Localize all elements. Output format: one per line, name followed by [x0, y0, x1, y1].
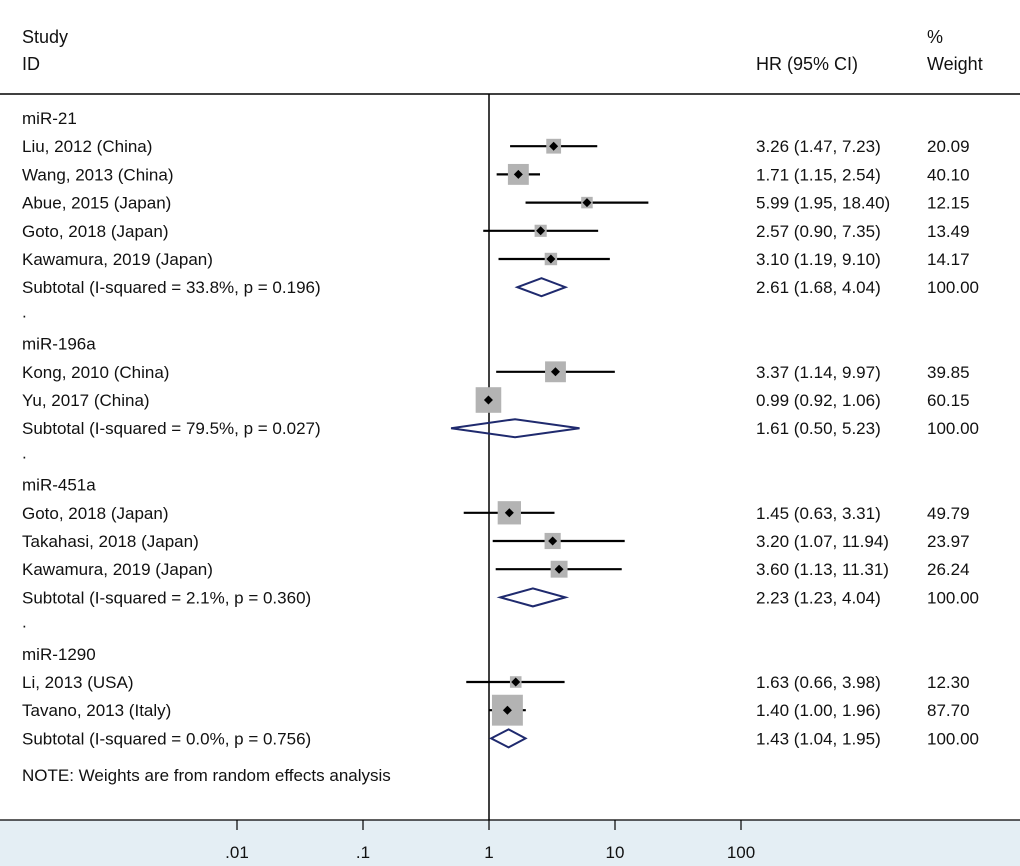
group-label: miR-1290 [22, 645, 96, 664]
study-label: Liu, 2012 (China) [22, 137, 152, 156]
study-ci-text: 3.37 (1.14, 9.97) [756, 363, 881, 382]
subtotal-ci-text: 1.61 (0.50, 5.23) [756, 419, 881, 438]
point-estimate [483, 395, 493, 405]
study-ci-text: 1.40 (1.00, 1.96) [756, 701, 881, 720]
study-weight: 12.30 [927, 673, 970, 692]
header-id-label: ID [22, 54, 40, 74]
study-weight: 40.10 [927, 165, 970, 184]
subtotal-weight: 100.00 [927, 278, 979, 297]
subtotal-weight: 100.00 [927, 588, 979, 607]
study-label: Goto, 2018 (Japan) [22, 222, 168, 241]
study-ci-text: 3.26 (1.47, 7.23) [756, 137, 881, 156]
study-label: Wang, 2013 (China) [22, 165, 174, 184]
header-weight-label: Weight [927, 54, 983, 74]
study-ci-text: 0.99 (0.92, 1.06) [756, 391, 881, 410]
group-label: miR-196a [22, 335, 96, 354]
subtotal-label: Subtotal (I-squared = 0.0%, p = 0.756) [22, 729, 311, 748]
study-weight: 39.85 [927, 363, 970, 382]
axis-tick-label: 100 [727, 843, 755, 862]
study-weight: 49.79 [927, 504, 970, 523]
header-effect-label: HR (95% CI) [756, 54, 858, 74]
header-study-label: Study [22, 27, 68, 47]
point-estimate [582, 198, 592, 208]
axis-tick-label: .01 [225, 843, 249, 862]
point-estimate [513, 169, 523, 179]
study-weight: 87.70 [927, 701, 970, 720]
axis-tick-label: 1 [484, 843, 493, 862]
study-label: Takahasi, 2018 (Japan) [22, 532, 199, 551]
subtotal-ci-text: 2.23 (1.23, 4.04) [756, 588, 881, 607]
study-ci-text: 1.71 (1.15, 2.54) [756, 165, 881, 184]
axis-band [0, 820, 1020, 866]
footnote: NOTE: Weights are from random effects an… [22, 766, 391, 785]
study-label: Yu, 2017 (China) [22, 391, 150, 410]
point-estimate [502, 705, 512, 715]
study-label: Tavano, 2013 (Italy) [22, 701, 171, 720]
study-label: Kong, 2010 (China) [22, 363, 169, 382]
study-weight: 60.15 [927, 391, 970, 410]
subtotal-diamond [488, 728, 528, 749]
study-weight: 26.24 [927, 560, 970, 579]
point-estimate [504, 508, 514, 518]
point-estimate [549, 141, 559, 151]
point-estimate [550, 367, 560, 377]
subtotal-label: Subtotal (I-squared = 33.8%, p = 0.196) [22, 278, 321, 297]
point-estimate [546, 254, 556, 264]
subtotal-label: Subtotal (I-squared = 2.1%, p = 0.360) [22, 588, 311, 607]
group-label: miR-21 [22, 109, 77, 128]
point-estimate [536, 226, 546, 236]
group-label: miR-451a [22, 476, 96, 495]
subtotal-diamond [496, 587, 570, 608]
study-ci-text: 5.99 (1.95, 18.40) [756, 194, 890, 213]
study-label: Abue, 2015 (Japan) [22, 194, 171, 213]
study-weight: 13.49 [927, 222, 970, 241]
subtotal-diamond [450, 418, 580, 439]
point-estimate [511, 677, 521, 687]
point-estimate [554, 564, 564, 574]
study-ci-text: 3.20 (1.07, 11.94) [756, 532, 889, 551]
study-ci-text: 2.57 (0.90, 7.35) [756, 222, 881, 241]
subtotal-label: Subtotal (I-squared = 79.5%, p = 0.027) [22, 419, 321, 438]
axis-tick-label: .1 [356, 843, 370, 862]
study-ci-text: 3.60 (1.13, 11.31) [756, 560, 889, 579]
study-weight: 14.17 [927, 250, 970, 269]
group-separator: . [22, 443, 27, 462]
study-weight: 20.09 [927, 137, 970, 156]
header-percent-label: % [927, 27, 943, 47]
subtotal-ci-text: 1.43 (1.04, 1.95) [756, 729, 881, 748]
study-weight: 23.97 [927, 532, 970, 551]
axis-ticks: .01 .1 1 10 100 [225, 820, 755, 862]
study-label: Li, 2013 (USA) [22, 673, 134, 692]
group-separator: . [22, 613, 27, 632]
subtotal-weight: 100.00 [927, 729, 979, 748]
study-label: Goto, 2018 (Japan) [22, 504, 168, 523]
group-separator: . [22, 302, 27, 321]
study-label: Kawamura, 2019 (Japan) [22, 250, 213, 269]
axis-tick-label: 10 [606, 843, 625, 862]
subtotal-ci-text: 2.61 (1.68, 4.04) [756, 278, 881, 297]
study-ci-text: 1.63 (0.66, 3.98) [756, 673, 881, 692]
subtotal-diamond [514, 277, 569, 298]
rows-layer: miR-21 Liu, 2012 (China) 3.26 (1.47, 7.23)… [22, 109, 979, 749]
subtotal-weight: 100.00 [927, 419, 979, 438]
study-label: Kawamura, 2019 (Japan) [22, 560, 213, 579]
study-ci-text: 3.10 (1.19, 9.10) [756, 250, 881, 269]
point-estimate [548, 536, 558, 546]
study-ci-text: 1.45 (0.63, 3.31) [756, 504, 881, 523]
study-weight: 12.15 [927, 194, 970, 213]
